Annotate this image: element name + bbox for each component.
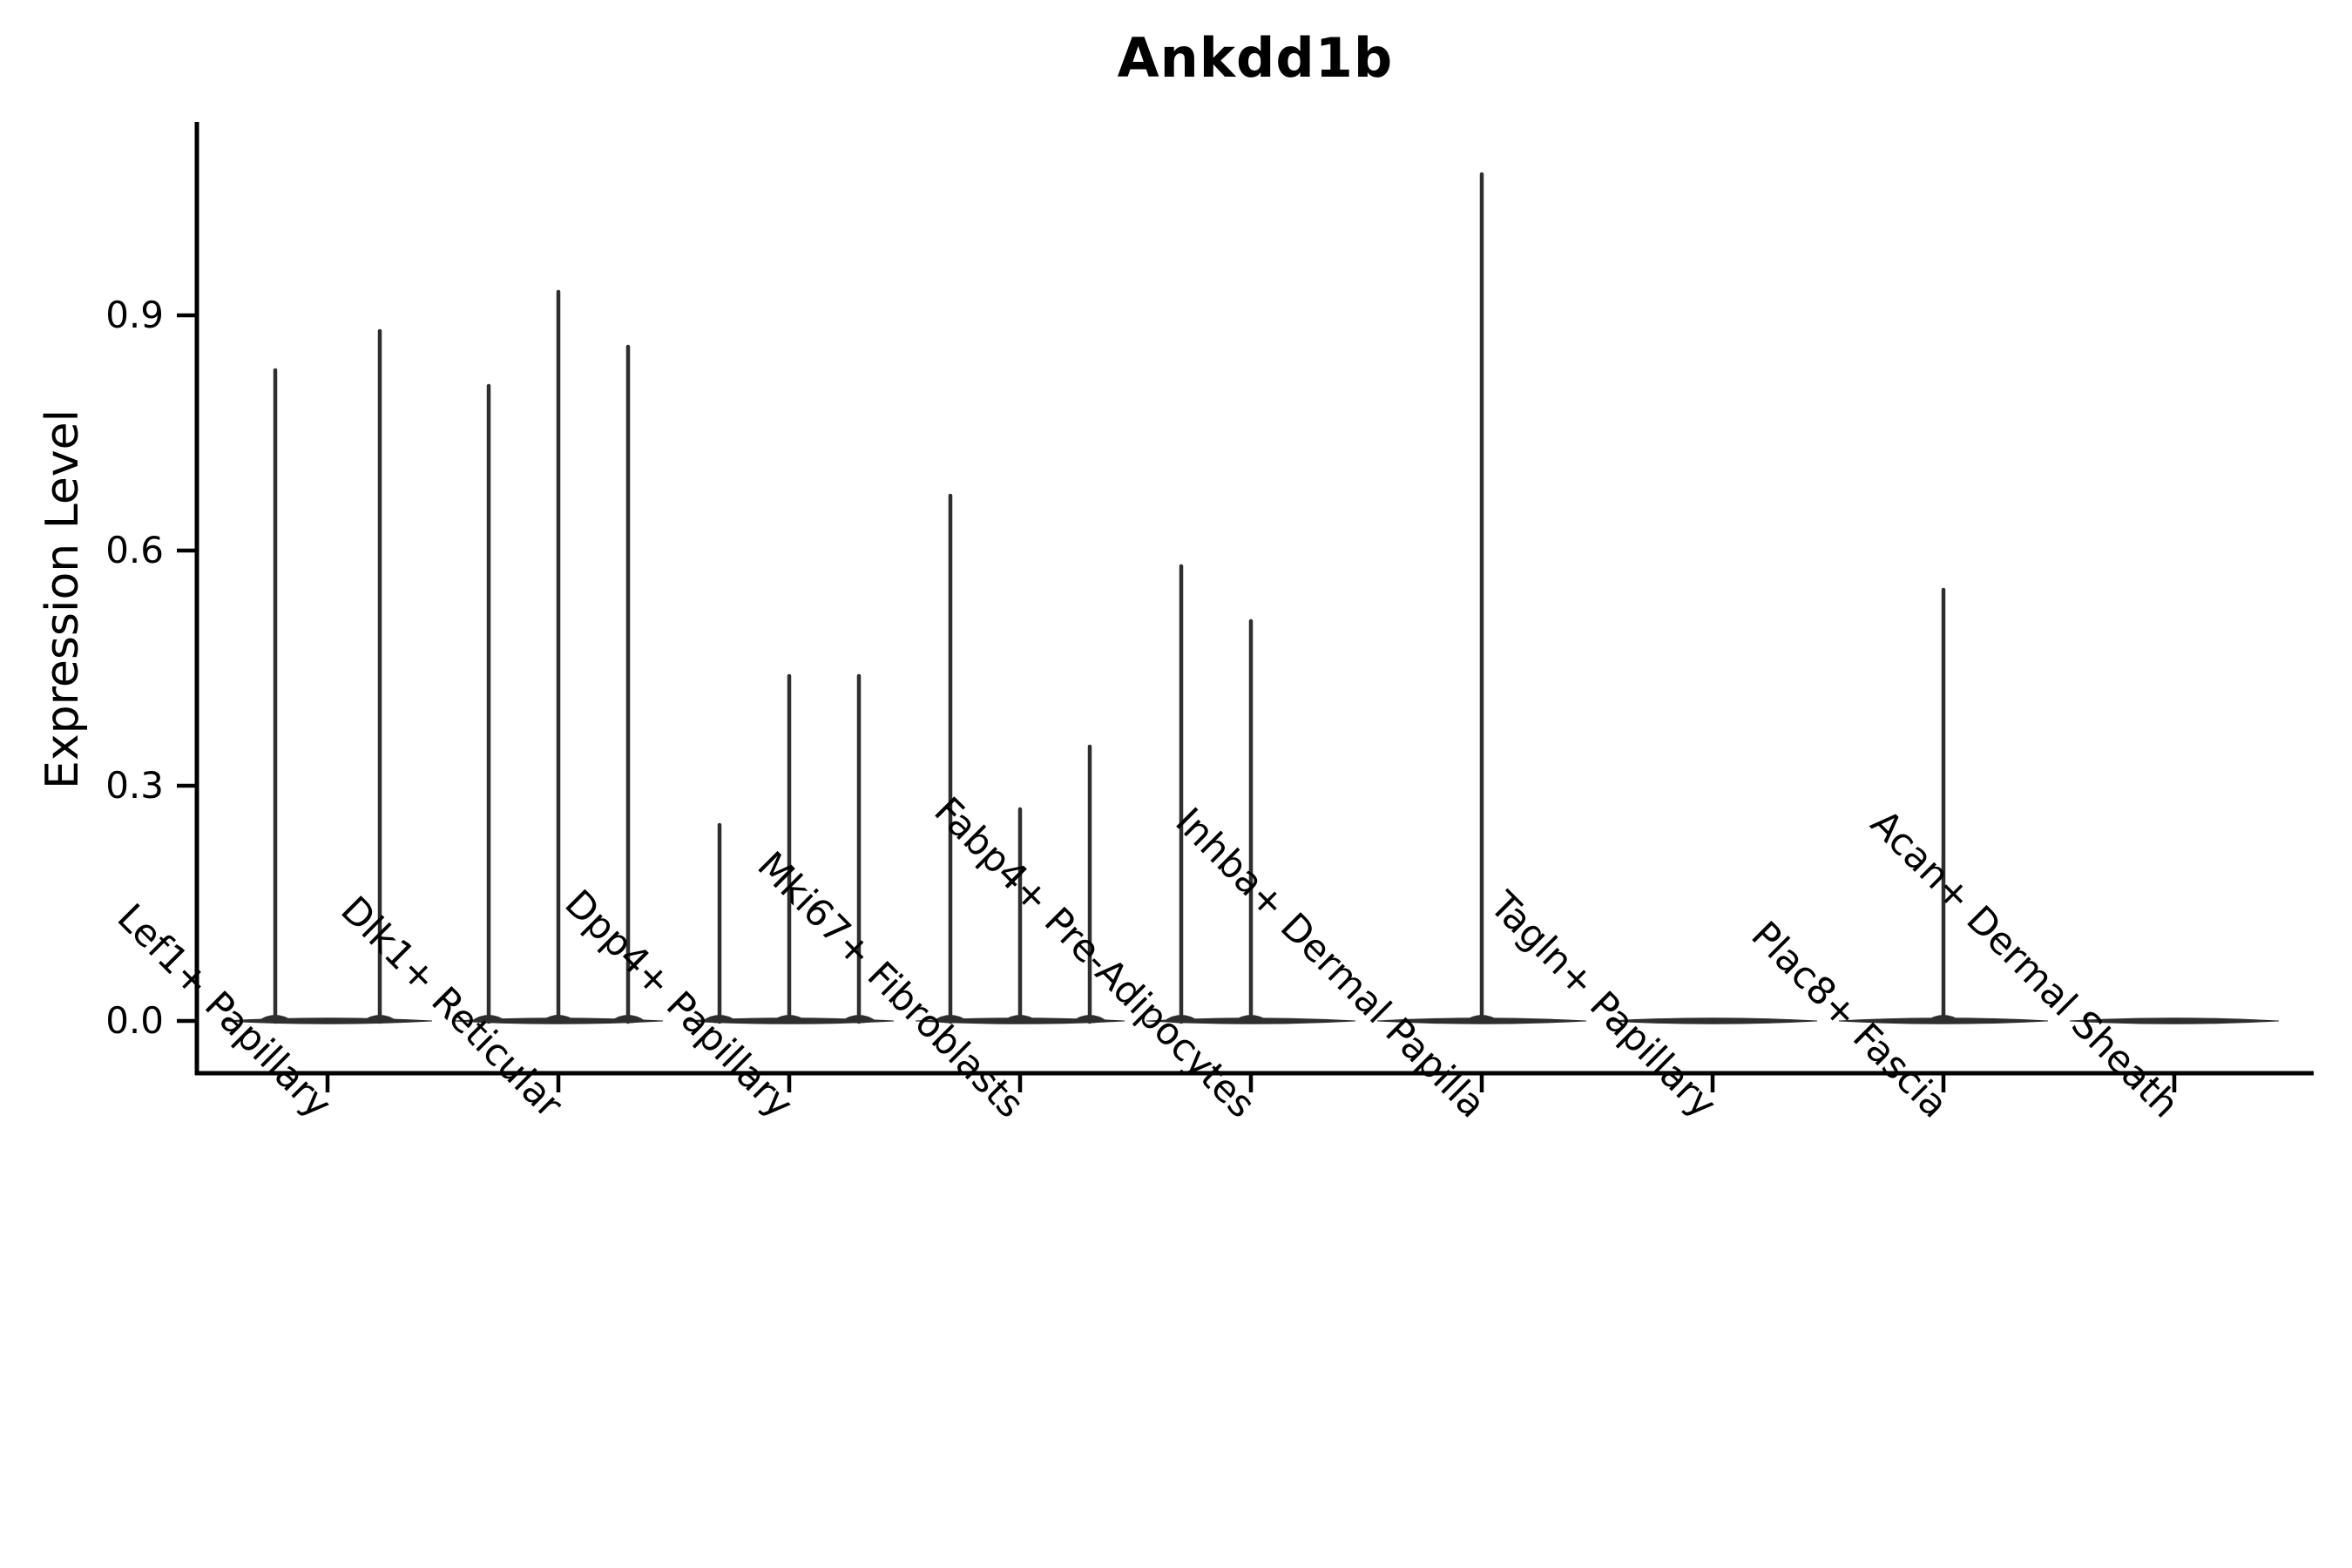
y-tick-label-0.3: 0.3: [105, 764, 164, 807]
y-tick-label-0.6: 0.6: [105, 529, 164, 571]
chart-title: Ankdd1b: [1117, 26, 1394, 90]
violin-body-8: [2069, 1017, 2280, 1024]
y-tick-label-0.0: 0.0: [105, 999, 164, 1042]
y-tick-label-0.9: 0.9: [105, 294, 164, 336]
violin-body-6: [1607, 1017, 1818, 1024]
